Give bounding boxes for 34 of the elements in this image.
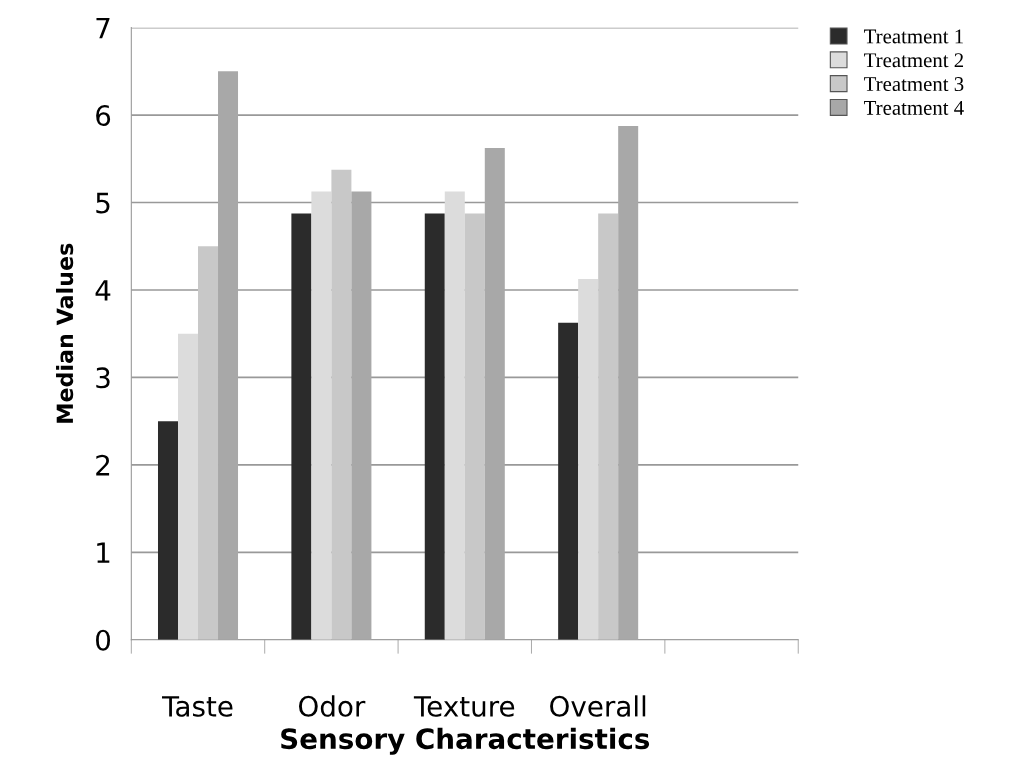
bar xyxy=(424,213,445,640)
bar xyxy=(331,169,352,640)
bar xyxy=(198,246,219,640)
y-tick-label: 2 xyxy=(96,454,110,476)
x-tick-label: Texture xyxy=(413,696,515,717)
bar xyxy=(558,322,579,640)
y-tick-label: 0 xyxy=(96,629,111,651)
y-tick-label: 6 xyxy=(96,105,111,127)
bar xyxy=(351,191,372,640)
x-tick-label: Overall xyxy=(550,695,646,717)
bar xyxy=(618,126,639,640)
bar xyxy=(598,213,619,640)
legend-label: Treatment 3 xyxy=(864,77,964,92)
y-tick-label: 5 xyxy=(96,192,110,214)
x-tick-label: Taste xyxy=(162,696,233,717)
bar xyxy=(444,191,465,640)
y-tick-label: 1 xyxy=(97,542,110,563)
y-axis-title: Median Values xyxy=(56,243,74,423)
bar xyxy=(178,333,199,640)
bar xyxy=(158,421,178,640)
bar xyxy=(311,191,332,640)
y-tick-label: 4 xyxy=(95,280,111,301)
legend-label: Treatment 2 xyxy=(864,53,964,68)
bar xyxy=(291,213,312,640)
bar xyxy=(464,213,485,640)
y-tick-label: 3 xyxy=(96,367,110,389)
y-tick-label: 7 xyxy=(96,17,110,39)
bar xyxy=(578,279,599,640)
x-axis-title: Sensory Characteristics xyxy=(281,727,650,755)
x-tick-label: Odor xyxy=(299,695,366,717)
legend-label: Treatment 1 xyxy=(864,29,963,44)
bar xyxy=(484,147,505,640)
bar xyxy=(218,71,239,640)
legend-label: Treatment 4 xyxy=(864,100,964,115)
